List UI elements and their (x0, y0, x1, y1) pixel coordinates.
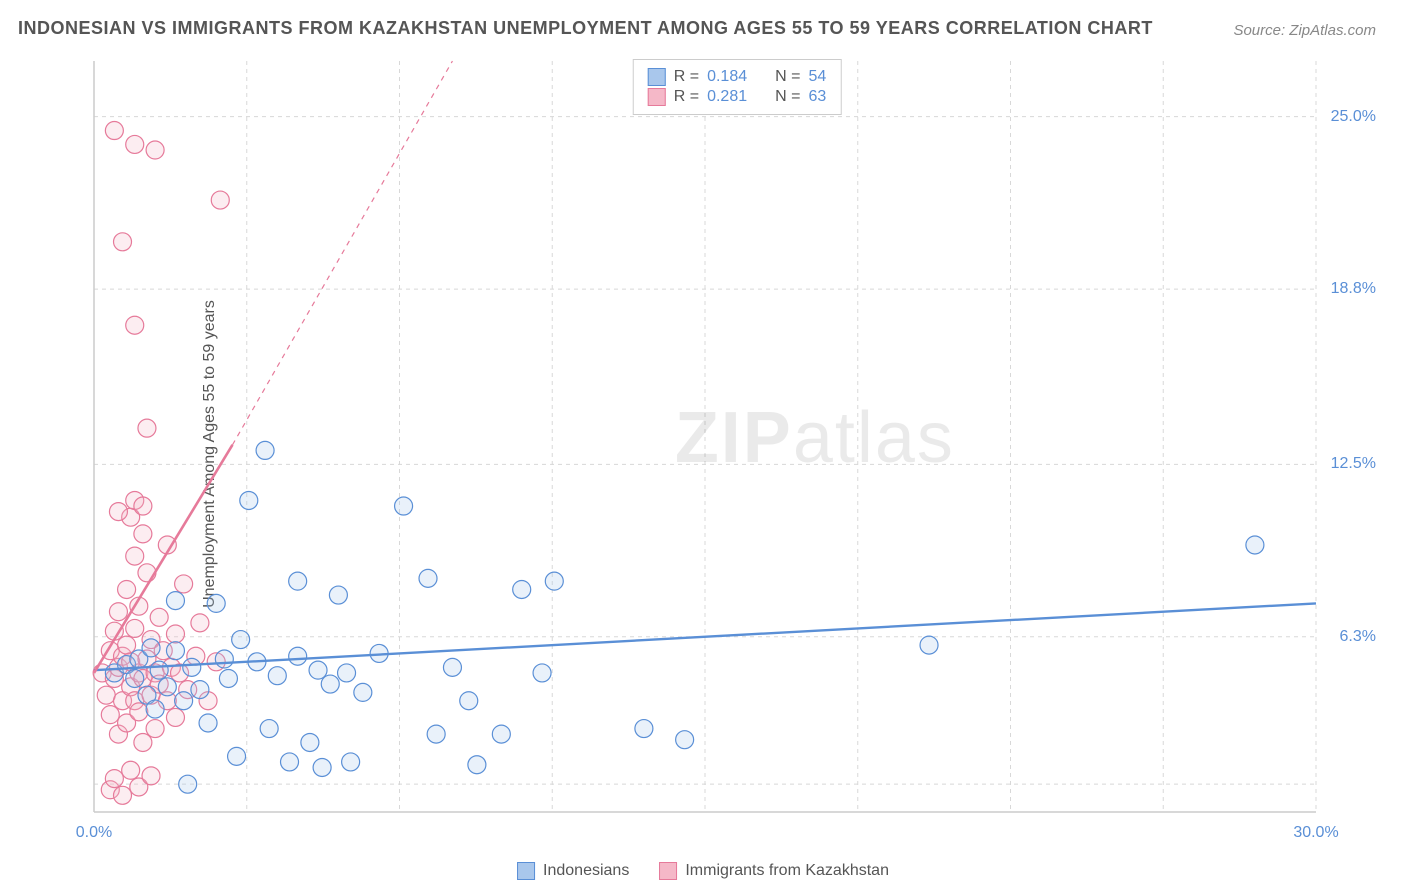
swatch-kazakhstan (659, 862, 677, 880)
correlation-legend: R = 0.184 N = 54 R = 0.281 N = 63 (633, 59, 842, 115)
r-label: R = (674, 68, 699, 86)
legend-item-indonesians: Indonesians (517, 862, 629, 880)
series-legend: Indonesians Immigrants from Kazakhstan (517, 862, 889, 880)
legend-label-kazakhstan: Immigrants from Kazakhstan (685, 862, 889, 880)
plot-area: ZIPatlas R = 0.184 N = 54 R = 0.281 N = … (88, 55, 1386, 852)
x-tick-label: 0.0% (76, 824, 112, 842)
x-tick-label: 30.0% (1293, 824, 1338, 842)
swatch-kazakhstan (648, 88, 666, 106)
swatch-indonesians (517, 862, 535, 880)
r-label: R = (674, 88, 699, 106)
n-value-kazakhstan: 63 (808, 88, 826, 106)
chart-container: Unemployment Among Ages 55 to 59 years Z… (48, 55, 1386, 852)
y-tick-label: 12.5% (1331, 455, 1376, 473)
y-tick-label: 18.8% (1331, 280, 1376, 298)
n-value-indonesians: 54 (808, 68, 826, 86)
y-tick-label: 25.0% (1331, 108, 1376, 126)
source-label: Source: ZipAtlas.com (1233, 22, 1376, 39)
legend-row-indonesians: R = 0.184 N = 54 (648, 68, 827, 86)
legend-row-kazakhstan: R = 0.281 N = 63 (648, 88, 827, 106)
y-tick-label: 6.3% (1340, 628, 1376, 646)
chart-title: INDONESIAN VS IMMIGRANTS FROM KAZAKHSTAN… (18, 18, 1153, 39)
scatter-plot-svg (88, 55, 1386, 852)
r-value-kazakhstan: 0.281 (707, 88, 747, 106)
swatch-indonesians (648, 68, 666, 86)
n-label: N = (775, 68, 800, 86)
r-value-indonesians: 0.184 (707, 68, 747, 86)
legend-label-indonesians: Indonesians (543, 862, 629, 880)
n-label: N = (775, 88, 800, 106)
legend-item-kazakhstan: Immigrants from Kazakhstan (659, 862, 889, 880)
